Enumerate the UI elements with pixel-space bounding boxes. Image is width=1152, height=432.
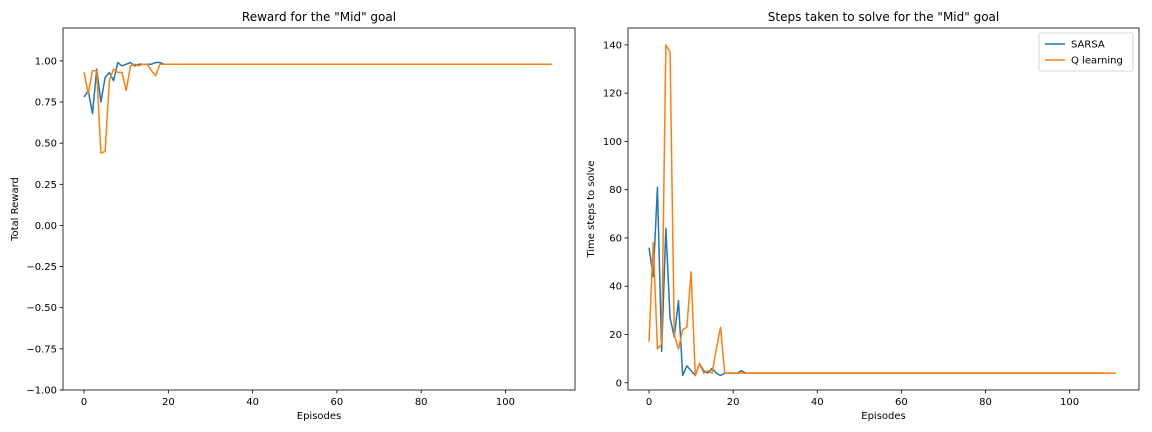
y-tick-label: 0.25 [35,180,57,191]
x-tick-label: 0 [81,397,87,408]
y-tick-label: 100 [603,137,622,148]
y-tick-label: −1.00 [26,386,57,397]
x-axis-label: Episodes [297,411,341,422]
y-axis-label: Total Reward [10,177,21,242]
x-tick-label: 0 [646,397,652,408]
y-tick-label: 0 [616,378,622,389]
y-tick-label: 1.00 [35,56,57,67]
x-tick-label: 100 [1060,397,1079,408]
y-tick-label: 0.50 [35,139,57,150]
y-tick-label: 80 [609,185,622,196]
y-tick-label: 40 [609,282,622,293]
x-tick-label: 80 [979,397,992,408]
x-tick-label: 60 [895,397,908,408]
x-tick-label: 40 [246,397,259,408]
q-learning-series-line [648,44,1116,377]
y-tick-label: 0.00 [35,221,57,232]
q-learning-series-line [83,63,552,154]
y-tick-label: 60 [609,233,622,244]
y-tick-label: −0.25 [26,262,57,273]
x-tick-label: 100 [496,397,515,408]
y-tick-label: 120 [603,89,622,100]
legend-box [1038,32,1134,72]
plot-frame [62,27,576,391]
x-tick-label: 40 [811,397,824,408]
y-tick-label: 20 [609,330,622,341]
y-axis-label: Time steps to solve [586,160,597,258]
y-tick-label: −0.50 [26,303,57,314]
x-axis-label: Episodes [861,411,905,422]
y-tick-label: −0.75 [26,344,57,355]
x-tick-label: 80 [415,397,428,408]
steps-chart: Steps taken to solve for the "Mid" goal … [586,10,1140,422]
legend-label: Q learning [1071,56,1123,67]
reward-chart: Reward for the "Mid" goal Episodes Total… [10,10,576,422]
chart-title: Steps taken to solve for the "Mid" goal [768,10,1000,24]
x-tick-label: 20 [162,397,175,408]
y-tick-label: 140 [603,40,622,51]
x-tick-label: 20 [727,397,740,408]
chart-title: Reward for the "Mid" goal [242,10,396,24]
plot-frame [627,27,1140,391]
x-tick-label: 60 [331,397,344,408]
y-tick-label: 0.75 [35,98,57,109]
legend-label: SARSA [1071,40,1105,51]
legend: SARSA Q learning [1038,32,1134,72]
